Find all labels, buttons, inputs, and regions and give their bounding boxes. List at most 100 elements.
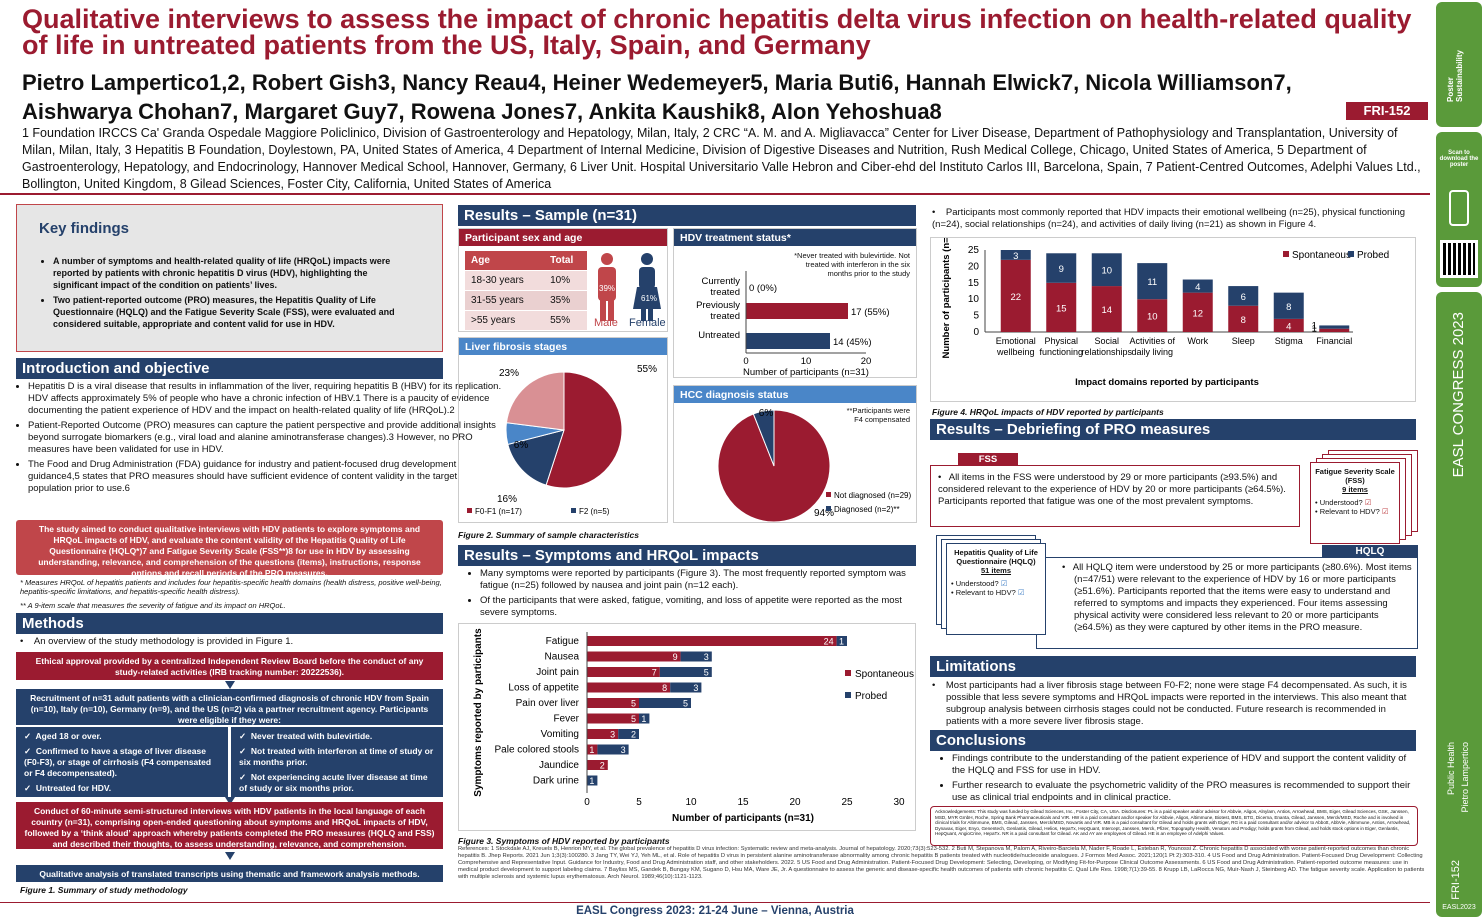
data-label: 14: [1101, 305, 1112, 316]
bar-segment: [1137, 299, 1168, 332]
legend-swatch: [571, 508, 576, 513]
tick-label: 15: [968, 278, 980, 289]
method-step-analysis: Qualitative analysis of translated trans…: [16, 865, 443, 882]
slice-label: 23%: [499, 368, 519, 379]
checkbox-icon: ☑: [1000, 579, 1008, 588]
female-label: Female: [629, 317, 666, 329]
tick-label: 10: [685, 797, 697, 808]
data-label: 8: [1241, 315, 1246, 326]
intro-item-2: Patient-Reported Outcome (PRO) measures …: [28, 420, 502, 456]
limitations-text: • Most participants had a liver fibrosis…: [932, 680, 1407, 727]
age-col-header: Age: [465, 251, 545, 271]
category-label: Untreated: [698, 330, 740, 341]
hqlq-text: • All HQLQ item were understood by 25 or…: [1062, 562, 1412, 633]
checkbox-icon: ☑: [1381, 507, 1389, 516]
method-step-interviews: Conduct of 60-minute semi-structured int…: [16, 802, 443, 849]
fss-tag: FSS: [958, 453, 1018, 466]
key-finding-2: Two patient-reported outcome (PRO) measu…: [53, 294, 409, 330]
hcc-chart: 94% 6% Not diagnosed (n=29) Diagnosed (n=2)…: [717, 408, 912, 522]
data-label: 5: [704, 668, 709, 678]
legend-label: Spontaneous: [1292, 250, 1351, 261]
legend-label: Spontaneous: [855, 669, 914, 680]
female-pct: 61%: [641, 294, 657, 303]
tick-label: 5: [636, 797, 642, 808]
methods-intro-text: An overview of the study methodology is …: [33, 636, 294, 647]
axis-label: Number of participants (n=31): [743, 367, 869, 378]
poster-id-badge: FRI-152: [1346, 102, 1428, 120]
bar-segment: [639, 698, 691, 708]
sustainability-logo-icon: Poster Sustainability: [1446, 49, 1464, 102]
legend-label: Diagnosed (n=2)**: [834, 505, 900, 514]
hqlq-tag: HQLQ: [1322, 545, 1418, 558]
right-intro: • Participants most commonly reported th…: [932, 207, 1406, 230]
fibrosis-panel: Liver fibrosis stages 55% 16% 6% 23% F0-F1 (…: [458, 337, 668, 523]
symptoms-item-2: Of the participants that were asked, fat…: [480, 595, 916, 619]
hdv-treatment-header: HDV treatment status*: [674, 229, 916, 246]
category-label: Dark urine: [533, 776, 580, 787]
footer: EASL Congress 2023: 21-24 June – Vienna,…: [576, 905, 854, 917]
bar-segment: [1319, 325, 1350, 329]
table-row: >55 years 55%: [465, 310, 587, 331]
figure-1-caption: Figure 1. Summary of study methodology: [20, 885, 188, 895]
data-label: 5: [683, 699, 688, 709]
tick-label: 5: [973, 311, 979, 322]
arrow-icon: [225, 797, 235, 805]
data-label: 24: [824, 637, 834, 647]
data-label: 5: [631, 714, 636, 724]
data-label: 22: [1010, 292, 1021, 303]
acknowledgements: Acknowledgements: This study was funded …: [930, 806, 1418, 846]
conclusions-heading: Conclusions: [930, 730, 1416, 751]
symptoms-chart-box: Fatigue 24 1 Nausea 9 3 Joint pain 7 5 Loss of ap…: [458, 623, 916, 831]
intro-list: Hepatitis D is a viral disease that resu…: [14, 381, 502, 498]
category-label: Vomiting: [541, 729, 579, 740]
easl-congress-logo: EASL CONGRESS 2023: [1450, 312, 1467, 478]
bar: [746, 333, 830, 349]
authors-line-1: Pietro Lampertico1,2, Robert Gish3, Nanc…: [22, 70, 1292, 95]
legend-swatch: [826, 492, 831, 497]
data-label: 1: [589, 745, 594, 755]
category-label: Fever: [553, 714, 579, 725]
sidebar-tag: EASL2023: [1442, 904, 1476, 911]
category-label: treated: [710, 311, 740, 322]
figure-3-caption: Figure 3. Symptoms of HDV reported by pa…: [458, 836, 670, 846]
fss-card-title: Fatigue Severity Scale (FSS): [1315, 467, 1395, 485]
category-label: Joint pain: [536, 667, 579, 678]
tick-label: 15: [737, 797, 749, 808]
category-label: Pain over liver: [516, 698, 580, 709]
data-label: 5: [631, 699, 636, 709]
fss-understood: • Understood? ☑: [1315, 498, 1372, 507]
data-label: 2: [631, 730, 636, 740]
divider: [0, 193, 1430, 195]
arrow-icon: [225, 852, 235, 860]
figure-4-caption: Figure 4. HRQoL impacts of HDV reported …: [932, 407, 1164, 417]
category-label: Activities of: [1129, 336, 1175, 346]
legend-label: F0-F1 (n=17): [475, 507, 522, 516]
slice-label: 6%: [759, 408, 774, 419]
qr-code-icon[interactable]: [1440, 240, 1478, 278]
sidebar-topic: Public Health: [1446, 742, 1456, 796]
age-table: Age Total 18-30 years 10% 31-55 years 35% >…: [465, 251, 587, 331]
category-label: Physical: [1044, 336, 1078, 346]
bar-segment: [1046, 253, 1077, 283]
tick-label: 10: [801, 356, 812, 367]
symptoms-heading: Results – Symptoms and HRQoL impacts: [458, 545, 916, 566]
bar: [746, 303, 848, 319]
eligibility-left-2: ✓ Confirmed to have a stage of liver dis…: [24, 746, 212, 778]
legend-label: Probed: [1357, 250, 1389, 261]
legend-swatch: [467, 508, 472, 513]
hqlq-relevant: • Relevant to HDV? ☑: [951, 588, 1025, 597]
conclusion-2: Further research to evaluate the psychom…: [952, 780, 1418, 804]
hqlq-card-items: 51 items: [980, 566, 1012, 575]
bar-segment: [1091, 253, 1122, 287]
bar-segment: [587, 744, 598, 755]
intro-heading: Introduction and objective: [16, 358, 443, 379]
sidebar-info-panel: EASL CONGRESS 2023 Public Health Pietro …: [1436, 292, 1482, 917]
slice-label: 55%: [637, 364, 657, 375]
data-label: 0 (0%): [749, 283, 777, 294]
sample-heading: Results – Sample (n=31): [458, 205, 916, 226]
sidebar-scan-panel[interactable]: Scan to download the poster: [1436, 132, 1482, 287]
bar-segment: [1273, 318, 1304, 332]
category-label: relationships: [1081, 347, 1132, 357]
data-label: 11: [1147, 277, 1157, 288]
legend-swatch: [1348, 251, 1354, 257]
